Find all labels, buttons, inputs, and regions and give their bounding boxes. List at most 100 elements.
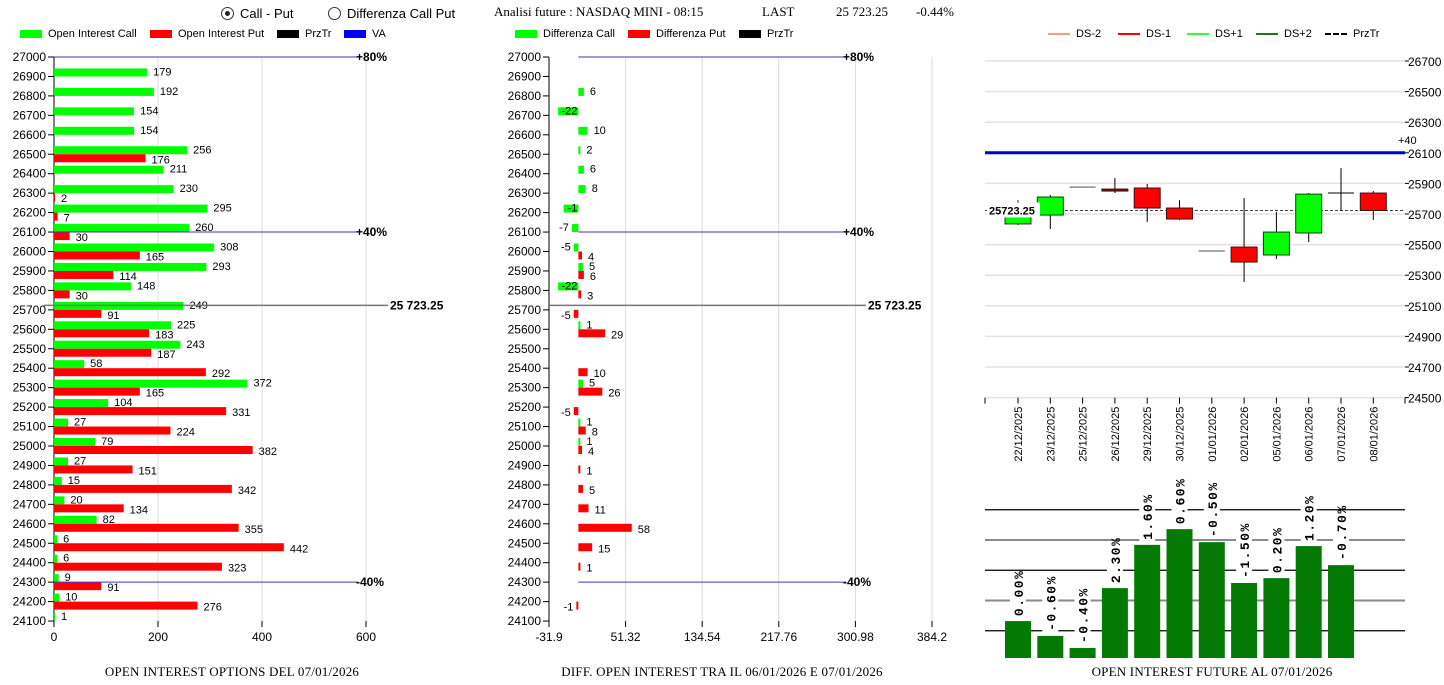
diff-call-bar [578,87,584,96]
radio-differenza-label: Differenza Call Put [347,5,456,21]
przTr-line-label: 25 723.25 [868,298,922,312]
y-tick-label: 25600 [508,322,542,336]
x-tick-label: 134.54 [684,630,721,644]
put-bar [54,504,124,513]
put-value-label: 7 [64,213,70,225]
call-bar [54,535,58,544]
put-value-label: 183 [155,329,173,341]
radio-call-put[interactable]: Call - Put [221,4,293,22]
legend-przTr-candle[interactable]: PrzTr [1325,27,1379,41]
x-tick-label: 400 [252,630,272,644]
page-title: Analisi future : NASDAQ MINI - 08:15 [494,4,704,19]
future-oi-change-label: -1.50% [1238,522,1253,578]
legend-open-interest-call[interactable]: Open Interest Call [20,27,137,41]
call-value-label: 230 [180,183,198,195]
y-tick-label: 25600 [13,322,47,336]
y-tick-label: 26800 [508,89,542,103]
call-bar [54,379,248,388]
y-tick-label: 24800 [13,478,47,492]
candle-body [1295,193,1323,234]
y-tick-label: 26000 [508,245,542,259]
future-oi-bar [1037,635,1064,658]
future-oi-change-label: -0.40% [1077,587,1092,643]
diff-call-value-label: -1 [568,203,578,215]
future-oi-bar [1166,529,1193,658]
call-bar [54,262,207,271]
call-value-label: 260 [195,222,213,234]
diff-put-value-label: 15 [598,543,610,555]
legend-open-interest-put[interactable]: Open Interest Put [150,27,264,41]
put-bar [54,601,198,610]
y-tick-label: 27000 [508,50,542,64]
y-tick-label: 24200 [508,595,542,609]
y-tick-label: 26500 [13,147,47,161]
diff-call-bar [563,204,579,213]
y-tick-label: 24300 [13,575,47,589]
legend-ds-plus-1[interactable]: DS+1 [1187,27,1243,41]
diff-call-bar [578,262,583,271]
call-bar [54,457,69,466]
call-bar [54,340,181,349]
diff-put-value-label: 1 [586,465,592,477]
diff-put-value-label: 5 [589,485,595,497]
diff-call-value-label: 5 [589,261,595,273]
diff-put-bar [578,290,582,299]
diff-call-bar [558,282,579,291]
y-tick-label: 24900 [13,458,47,472]
future-oi-bar [1263,578,1290,658]
x-tick-label: 0 [51,630,58,644]
x-tick-label: 01/01/2026 [1207,407,1219,462]
diff-put-bar [573,309,579,318]
x-tick-label: 30/12/2025 [1175,407,1187,462]
legend-label: DS-2 [1076,28,1102,40]
chart-title-future: OPEN INTEREST FUTURE AL 07/01/2026 [1091,664,1333,679]
legend-przTr[interactable]: PrzTr [277,27,331,41]
put-bar [54,329,150,338]
y-tick-label: 25100 [1408,300,1442,314]
legend-differenza-put[interactable]: Differenza Put [628,27,726,41]
future-oi-change-label: -0.70% [1335,504,1350,560]
legend-va[interactable]: VA [344,27,386,41]
y-tick-label: 25300 [508,381,542,395]
legend-swatch-va [344,30,366,38]
y-tick-label: 24400 [508,556,542,570]
y-tick-label: 26700 [508,108,542,122]
call-value-label: 9 [65,572,71,584]
put-value-label: 442 [290,543,308,555]
call-bar [54,399,109,408]
future-oi-change-label: 2.30% [1109,537,1124,584]
call-value-label: 256 [193,144,211,156]
call-value-label: 104 [114,397,132,409]
put-value-label: 355 [245,524,263,536]
put-value-label: 382 [259,446,277,458]
legend-differenza-call[interactable]: Differenza Call [515,27,615,41]
va-line-label: +40% [356,225,387,239]
put-bar [54,348,152,357]
y-tick-label: 25000 [13,439,47,453]
change-percent: -0.44% [916,4,954,19]
legend-ds-minus-1[interactable]: DS-1 [1118,27,1171,41]
legend-ds-minus-2[interactable]: DS-2 [1048,27,1101,41]
put-bar [54,562,222,571]
put-bar [54,270,114,279]
y-tick-label: 26300 [1408,116,1442,130]
call-value-label: 82 [103,514,115,526]
legend-label: DS+1 [1215,28,1243,40]
diff-put-bar [578,329,606,338]
radio-differenza-call-put[interactable]: Differenza Call Put [328,4,455,22]
call-value-label: 293 [212,261,230,273]
diff-put-value-label: -5 [561,310,571,322]
y-tick-label: 24900 [1408,330,1442,344]
call-bar [54,126,135,135]
put-bar [54,523,239,532]
legend-line-ds-minus-1 [1118,33,1140,35]
legend-ds-plus-2[interactable]: DS+2 [1256,27,1312,41]
x-tick-label: 26/12/2025 [1110,407,1122,462]
x-tick-label: 51.32 [611,630,641,644]
diff-call-bar [578,379,583,388]
future-oi-bar [1328,565,1354,658]
candle-body [1133,187,1161,209]
future-oi-bar [1231,582,1258,658]
last-label: LAST [762,4,795,19]
legend-przTr-mid[interactable]: PrzTr [739,27,793,41]
